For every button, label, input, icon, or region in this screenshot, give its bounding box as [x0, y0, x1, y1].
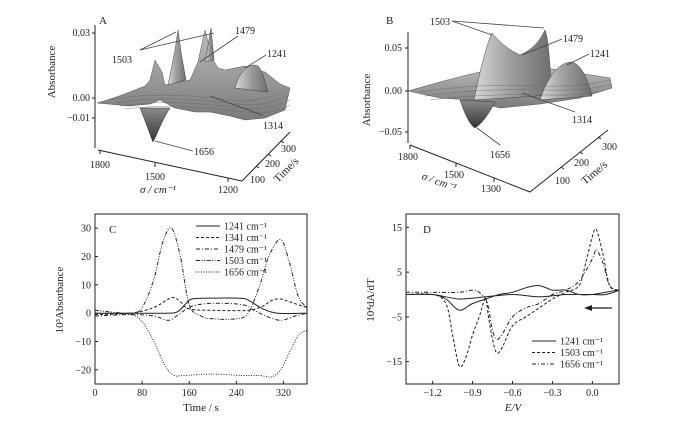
y-tick-label: −10 [75, 337, 91, 348]
panel-b-label: B [386, 15, 393, 27]
y-tick-label: −20 [75, 365, 91, 376]
series-line [405, 228, 620, 368]
panel-d-label: D [423, 224, 431, 236]
panel-b-annotation: 1241 [590, 49, 610, 60]
legend-label: 1341 cm⁻¹ [224, 233, 267, 244]
panel-b-xtick: 1300 [481, 184, 501, 195]
x-tick-label: 160 [182, 388, 197, 399]
panel-b-xtick: 1500 [444, 170, 464, 181]
panel-c: C 0 80 160 240 320 −20 −10 0 10 20 30 Time / s 10³… [54, 213, 308, 414]
series-line [94, 296, 308, 316]
x-tick-label: 0.0 [586, 388, 599, 399]
panel-d-ylabel: 10⁴dA/dT [365, 278, 377, 322]
series-line [94, 312, 308, 378]
x-tick-label: 0 [93, 388, 98, 399]
panel-b-annotation: 1479 [563, 34, 583, 45]
panel-a-x-axis [97, 149, 243, 182]
panel-a: A 0.03 0.00 −0.01 1800 1500 [46, 15, 301, 196]
panel-b-ytick: 0.05 [385, 43, 403, 54]
legend-label: 1503 cm⁻¹ [224, 256, 267, 267]
panel-b-timetick: 100 [555, 176, 570, 187]
y-tick-label: −15 [386, 357, 402, 368]
x-tick-label: −1.2 [424, 388, 442, 399]
panel-a-timetick: 300 [281, 144, 296, 155]
y-tick-label: 15 [392, 223, 402, 234]
panel-b-x-axis [409, 144, 531, 193]
scan-direction-arrow [584, 305, 612, 311]
panel-b-time-axis [529, 129, 609, 193]
x-tick-label: −0.3 [543, 388, 561, 399]
panel-b: B 0.05 0.00 −0.05 1800 1500 1300 100 200 [361, 15, 617, 195]
series-line [406, 249, 620, 340]
x-tick-label: 320 [276, 388, 291, 399]
x-tick-label: −0.9 [463, 388, 481, 399]
series-line [94, 227, 308, 320]
y-tick-label: 30 [81, 224, 91, 235]
x-tick-label: 80 [137, 388, 147, 399]
panel-a-xtick: 1800 [90, 160, 110, 171]
legend-label: 1656 cm⁻¹ [560, 360, 603, 371]
y-tick-label: 0 [86, 309, 91, 320]
panel-a-ylabel: Absorbance [46, 46, 58, 99]
x-tick-label: 240 [229, 388, 244, 399]
legend-label: 1241 cm⁻¹ [560, 337, 603, 348]
y-tick-label: 5 [397, 268, 402, 279]
panel-a-ytick: 0.00 [73, 93, 91, 104]
series-line [95, 297, 308, 315]
legend-label: 1503 cm⁻¹ [560, 348, 603, 359]
panel-b-ytick: −0.05 [379, 127, 402, 138]
panel-b-surface [407, 29, 613, 129]
panel-d: D −1.2 −0.9 −0.6 −0.3 0.0 −15 −5 5 15 E/V 10⁴dA/… [365, 213, 620, 414]
panel-c-ylabel: 10³Absorbance [54, 266, 66, 333]
panel-a-annotation: 1314 [263, 121, 283, 132]
legend-label: 1479 cm⁻¹ [224, 245, 267, 256]
panel-a-label: A [99, 15, 107, 27]
panel-b-timetick: 200 [574, 158, 589, 169]
panel-b-ylabel: Absorbance [361, 74, 373, 127]
panel-c-label: C [109, 224, 116, 236]
panel-d-xlabel: E/V [504, 402, 523, 414]
panel-c-xlabel: Time / s [183, 402, 219, 414]
panel-a-annotation: 1479 [235, 26, 255, 37]
panel-a-ytick: 0.03 [73, 28, 91, 39]
panel-b-timetick: 300 [602, 142, 617, 153]
legend-label: 1241 cm⁻¹ [224, 222, 267, 233]
y-tick-label: −5 [391, 312, 402, 323]
y-tick-label: 10 [81, 280, 91, 291]
series-line [94, 302, 308, 321]
y-tick-label: 20 [81, 252, 91, 263]
panel-a-annotation: 1503 [112, 55, 132, 66]
x-tick-label: −0.6 [503, 388, 521, 399]
panel-a-ytick: −0.01 [67, 113, 90, 124]
panel-a-xtick: 1500 [145, 172, 165, 183]
panel-c-frame [94, 213, 308, 385]
panel-a-timetick: 100 [250, 175, 265, 186]
legend-label: 1656 cm⁻¹ [224, 268, 267, 279]
panel-b-ytick: 0.00 [385, 86, 403, 97]
panel-a-surface [96, 27, 291, 143]
panel-a-annotation: 1241 [267, 49, 287, 60]
panel-b-annotation: 1656 [490, 150, 510, 161]
series-line [405, 285, 620, 311]
panel-a-xtick: 1200 [218, 185, 238, 196]
panel-b-annotation: 1503 [430, 17, 450, 28]
panel-b-annotation: 1314 [572, 115, 592, 126]
panel-b-xtick: 1800 [398, 152, 418, 163]
panel-a-timetick: 200 [265, 159, 280, 170]
panel-a-annotation: 1656 [194, 147, 214, 158]
panel-a-time-axis [241, 131, 291, 182]
panel-a-xlabel: σ / cm⁻¹ [140, 184, 176, 196]
